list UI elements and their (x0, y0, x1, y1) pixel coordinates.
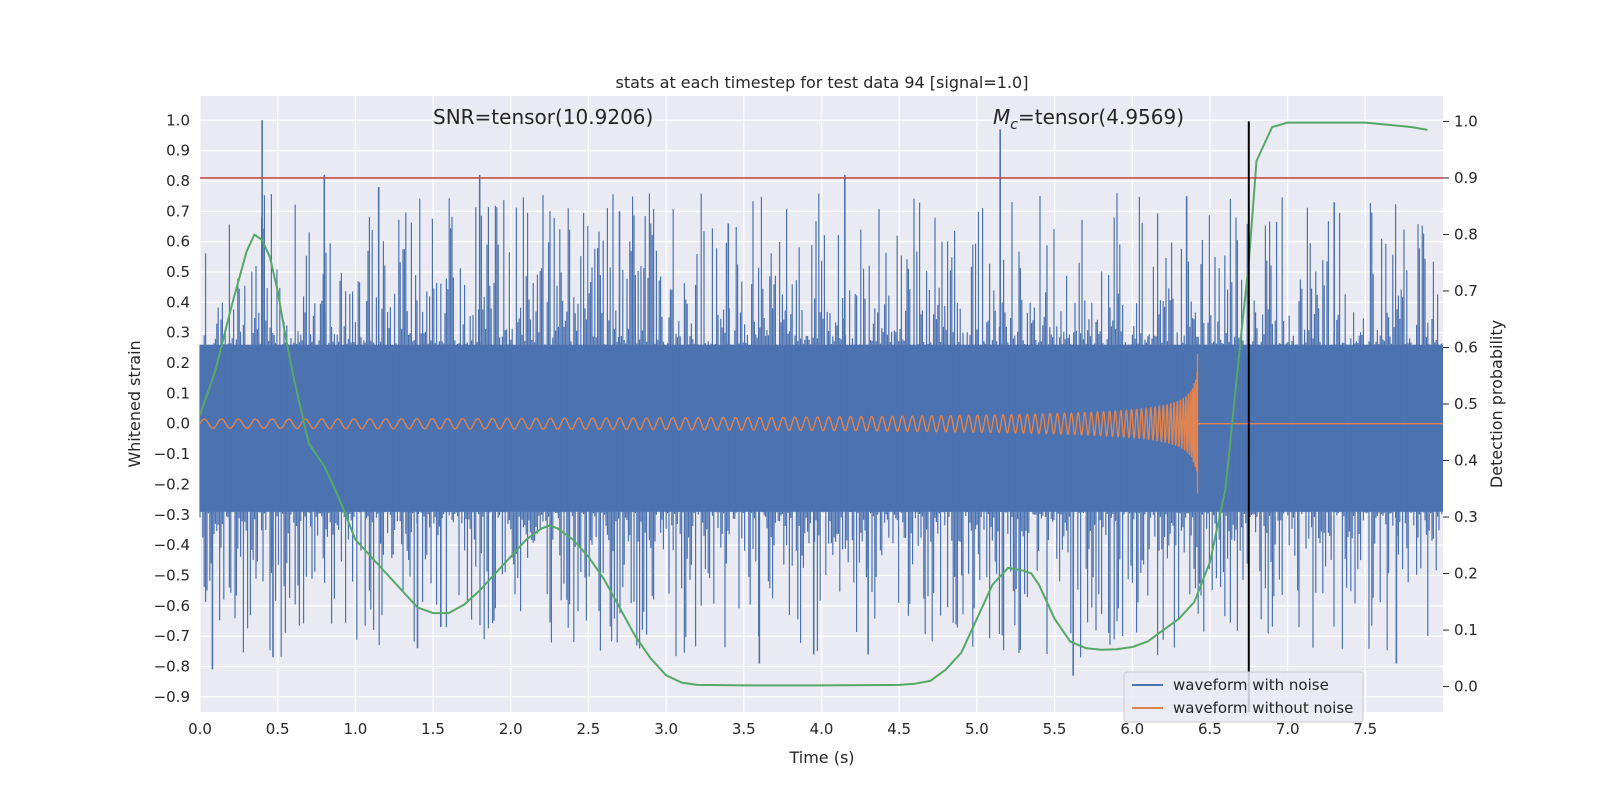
noise-spikes (199, 193, 1443, 658)
chirp-mass-symbol: M (993, 105, 1010, 129)
overlay-lines (200, 121, 1443, 712)
waveform-without-noise-series (199, 353, 1443, 494)
y2-axis-label: Detection probability (1487, 320, 1506, 488)
x-tick-label: 0.0 (188, 720, 212, 738)
y2-tick-label: 0.5 (1454, 395, 1478, 413)
y2-tick-label: 0.2 (1454, 565, 1478, 583)
y2-tick-label: 0.0 (1454, 678, 1478, 696)
y-tick-label: 0.4 (166, 293, 190, 311)
x-tick-label: 2.5 (577, 720, 601, 738)
y2-tick-label: 0.9 (1454, 169, 1478, 187)
axis-layer: 0.0 0.5 1.0 1.5 2.0 2.5 3.0 3.5 4.0 4.5 5.0 5.5 6.0 6… (154, 111, 1478, 738)
detection-probability-line (199, 121, 1428, 687)
y-tick-label: −0.7 (154, 627, 190, 645)
y-tick-label: −0.6 (154, 597, 190, 615)
x-tick-label: 6.0 (1120, 720, 1144, 738)
x-tick-label: 7.0 (1276, 720, 1300, 738)
y-tick-label: 0.9 (166, 142, 190, 160)
detection-probability-series (199, 121, 1428, 687)
legend-label-waveform-without-noise: waveform without noise (1173, 699, 1353, 717)
legend-label-waveform-with-noise: waveform with noise (1173, 676, 1329, 694)
chirp-mass-annotation: Mc=tensor(4.9569) (993, 105, 1184, 133)
y-tick-label: −0.1 (154, 445, 190, 463)
y-tick-label: 0.7 (166, 202, 190, 220)
chirp-mass-value: =tensor(4.9569) (1018, 105, 1184, 129)
x-tick-label: 1.5 (421, 720, 445, 738)
y2-tick-label: 0.4 (1454, 452, 1478, 470)
y2-tick-label: 0.6 (1454, 338, 1478, 356)
y-tick-label: −0.4 (154, 536, 190, 554)
y-tick-label: −0.3 (154, 506, 190, 524)
x-tick-label: 6.5 (1198, 720, 1222, 738)
snr-annotation: SNR=tensor(10.9206) (433, 105, 653, 129)
y2-tick-label: 0.7 (1454, 282, 1478, 300)
y2-tick-label: 0.3 (1454, 508, 1478, 526)
y-tick-label: −0.5 (154, 566, 190, 584)
x-axis-label: Time (s) (788, 748, 854, 767)
x-tick-label: 4.0 (810, 720, 834, 738)
y-tick-label: 0.2 (166, 354, 190, 372)
chirp-mass-subscript: c (1010, 117, 1018, 133)
x-tick-label: 0.5 (266, 720, 290, 738)
y-tick-label: −0.9 (154, 688, 190, 706)
legend: waveform with noise waveform without noi… (1123, 671, 1364, 723)
x-tick-label: 5.0 (965, 720, 989, 738)
y-axis-label: Whitened strain (125, 340, 144, 467)
chart-title: stats at each timestep for test data 94 … (616, 73, 1029, 92)
x-tick-label: 1.0 (343, 720, 367, 738)
y2-tick-label: 1.0 (1454, 112, 1478, 130)
y-tick-label: 0.3 (166, 324, 190, 342)
y2-tick-label: 0.1 (1454, 621, 1478, 639)
y-tick-label: 0.1 (166, 384, 190, 402)
y-tick-label: 1.0 (166, 111, 190, 129)
x-tick-label: 5.5 (1043, 720, 1067, 738)
x-tick-label: 3.0 (654, 720, 678, 738)
clean-waveform-line (199, 353, 1443, 494)
y-tick-label: 0.0 (166, 415, 190, 433)
y-tick-label: 0.6 (166, 233, 190, 251)
y-tick-label: 0.5 (166, 263, 190, 281)
x-tick-label: 4.5 (887, 720, 911, 738)
y-tick-label: −0.8 (154, 657, 190, 675)
y-tick-label: 0.8 (166, 172, 190, 190)
x-tick-label: 3.5 (732, 720, 756, 738)
legend-box (1123, 671, 1364, 723)
x-tick-label: 7.5 (1353, 720, 1377, 738)
x-tick-label: 2.0 (499, 720, 523, 738)
y2-tick-label: 0.8 (1454, 225, 1478, 243)
y-tick-label: −0.2 (154, 475, 190, 493)
